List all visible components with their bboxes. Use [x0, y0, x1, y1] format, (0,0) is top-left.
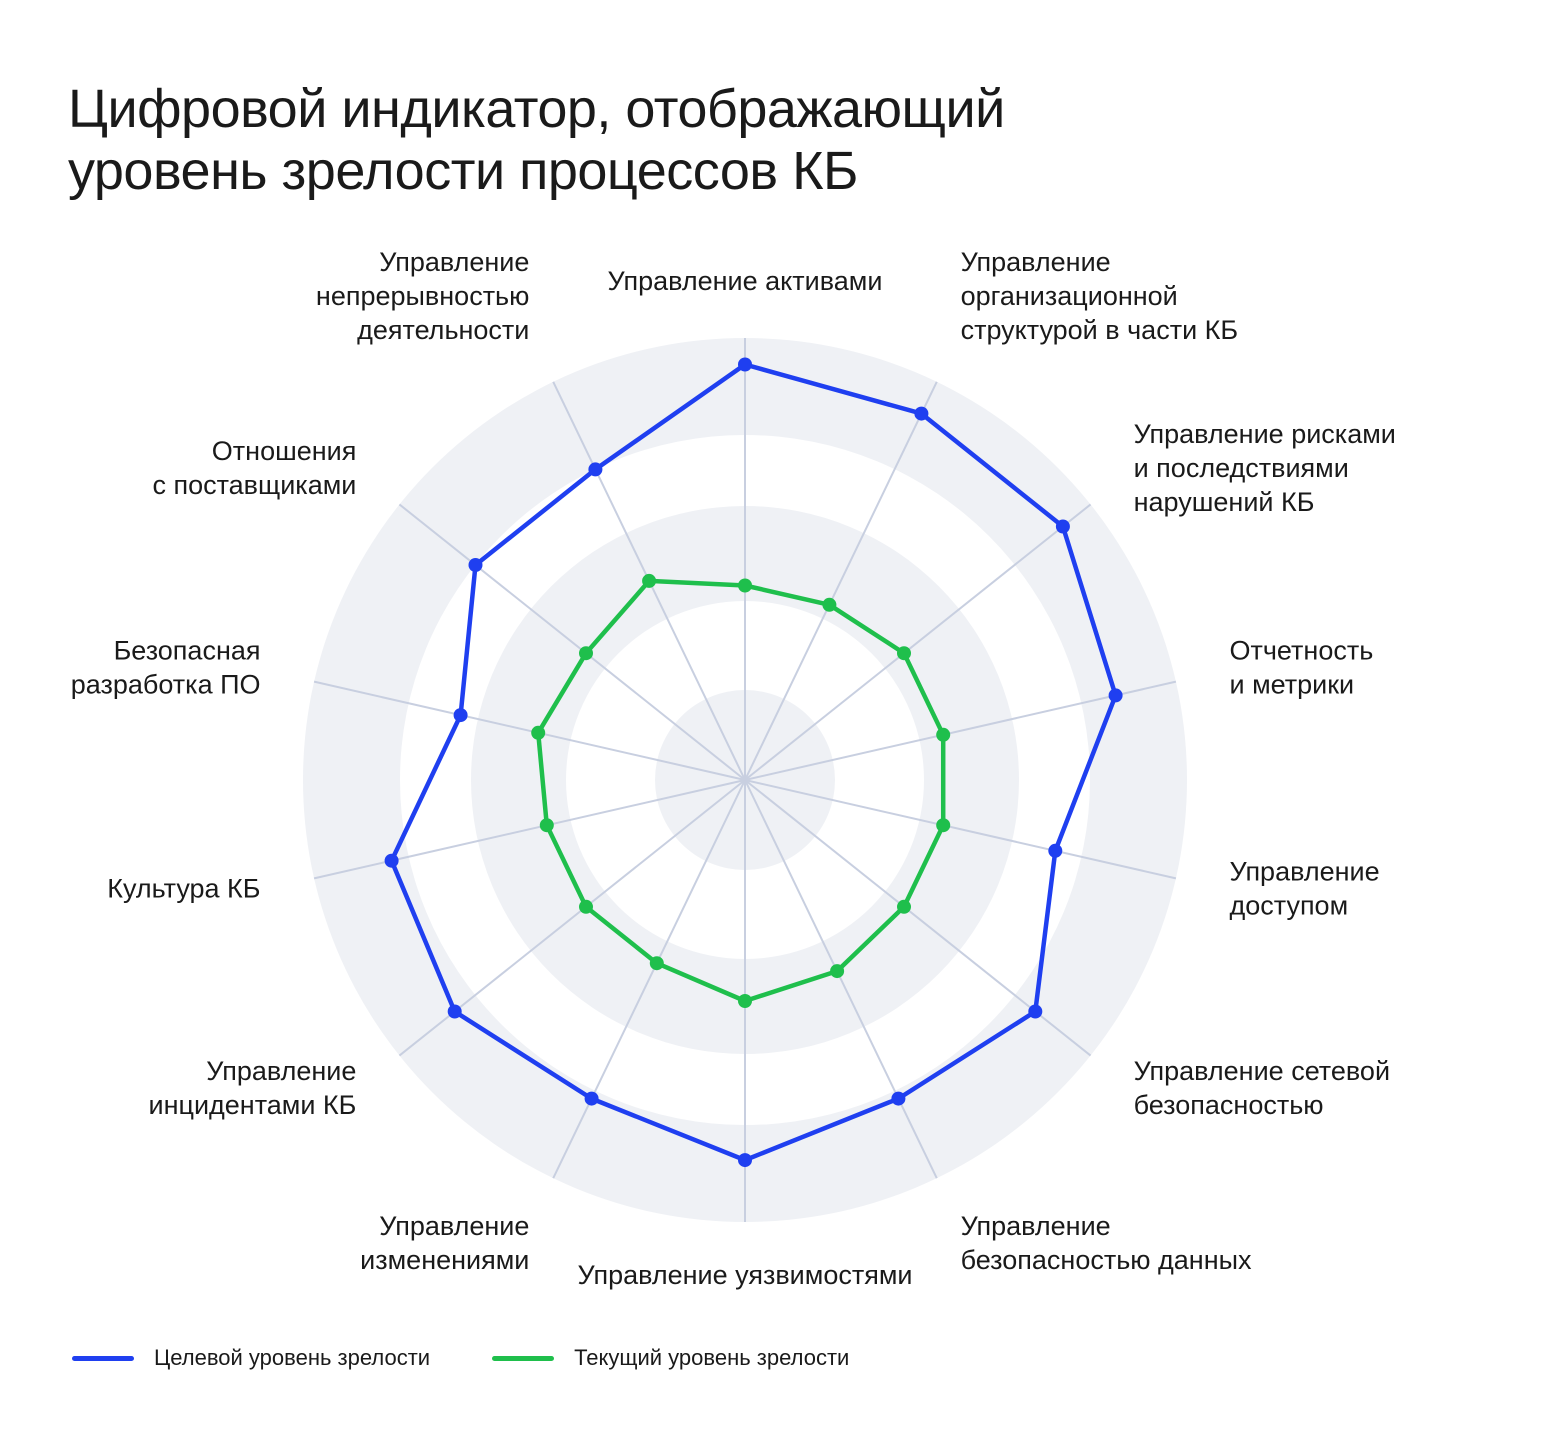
series-1-point-6 [830, 964, 845, 979]
series-1-point-3 [936, 727, 951, 742]
series-1-point-10 [539, 818, 554, 833]
series-1-point-4 [936, 818, 951, 833]
legend-line-target [72, 1355, 134, 1361]
axis-label-10-line-0: Культура КБ [107, 874, 260, 904]
series-0-point-4 [1048, 843, 1063, 858]
axis-label-13-line-1: непрерывностью [316, 281, 529, 311]
radar-spoke-2 [744, 503, 1092, 781]
axis-label-8: Управление изменениями [360, 1211, 529, 1275]
series-1-point-8 [649, 956, 664, 971]
axis-label-11-line-0: Безопасная [114, 636, 261, 666]
series-1-point-2 [897, 646, 911, 661]
axis-label-11: Безопасная разработка ПО [71, 636, 261, 700]
series-1-point-12 [579, 646, 593, 661]
axis-label-13-line-0: Управление [379, 247, 529, 277]
axis-label-0: Управление активами [608, 266, 883, 296]
series-0-point-8 [584, 1091, 599, 1106]
axis-label-1-line-2: структурой в части КБ [961, 315, 1239, 345]
chart-title: Цифровой индикатор, отображающий уровень… [68, 78, 1268, 202]
series-0-point-5 [1028, 1004, 1043, 1019]
axis-label-6-line-0: Управление [961, 1211, 1111, 1241]
series-1-point-11 [531, 725, 546, 740]
series-0-point-1 [914, 406, 929, 421]
series-0-point-7 [738, 1153, 752, 1168]
series-0-point-13 [588, 462, 603, 477]
axis-label-3: Отчетность и метрики [1230, 636, 1374, 700]
legend-label-current: Текущий уровень зрелости [574, 1345, 850, 1370]
chart-title-line-2: уровень зрелости процессов КБ [68, 141, 859, 201]
axis-label-2-line-0: Управление рисками [1134, 419, 1396, 449]
series-0-point-12 [468, 558, 483, 572]
series-0-point-9 [447, 1004, 462, 1019]
axis-label-4-line-1: доступом [1230, 891, 1349, 921]
series-0-point-3 [1108, 688, 1123, 703]
series-0-point-0 [738, 357, 752, 372]
axis-label-5-line-0: Управление сетевой [1134, 1056, 1390, 1086]
radar-spoke-1 [744, 381, 938, 781]
axis-label-11-line-1: разработка ПО [71, 670, 261, 700]
axis-label-4-line-0: Управление [1230, 857, 1380, 887]
legend-line-current [492, 1355, 555, 1361]
axis-label-2-line-2: нарушений КБ [1134, 487, 1315, 517]
radar-spoke-12 [398, 503, 746, 781]
axis-label-9-line-1: инцидентами КБ [148, 1090, 356, 1120]
series-1-point-5 [897, 899, 911, 914]
radar-spoke-3 [744, 680, 1177, 781]
axis-label-1-line-0: Управление [961, 247, 1111, 277]
axis-label-12-line-0: Отношения [212, 436, 357, 466]
axis-label-0-line-0: Управление активами [608, 266, 883, 296]
series-0-point-11 [453, 708, 468, 723]
axis-label-9-line-0: Управление [206, 1056, 356, 1086]
radar-spoke-8 [552, 779, 746, 1179]
series-1-point-13 [642, 573, 657, 588]
legend-label-target: Целевой уровень зрелости [154, 1345, 431, 1370]
axis-label-7: Управление уязвимостями [578, 1260, 913, 1290]
axis-label-9: Управление инцидентами КБ [148, 1056, 356, 1120]
chart-title-line-1: Цифровой индикатор, отображающий [68, 79, 1005, 139]
series-1-point-9 [579, 899, 593, 914]
radar-spoke-11 [313, 680, 746, 781]
axis-label-6-line-1: безопасностью данных [961, 1245, 1252, 1275]
axis-label-3-line-0: Отчетность [1230, 636, 1374, 666]
axis-label-1: Управление организационной структурой в ча… [961, 247, 1239, 345]
axis-label-7-line-0: Управление уязвимостями [578, 1260, 913, 1290]
series-1-point-0 [738, 578, 752, 593]
series-0-point-6 [891, 1091, 906, 1106]
axis-label-2: Управление рисками и последствиями нарушен… [1134, 419, 1396, 517]
radar-spoke-4 [744, 779, 1177, 880]
axis-label-13: Управление непрерывностью деятельности [316, 247, 529, 345]
axis-label-2-line-1: и последствиями [1134, 453, 1349, 483]
axis-label-12-line-1: с поставщиками [152, 470, 356, 500]
axis-label-12: Отношения с поставщиками [152, 436, 356, 500]
series-1-point-7 [738, 994, 752, 1008]
axis-label-6: Управление безопасностью данных [961, 1211, 1252, 1275]
radar-spoke-6 [744, 779, 938, 1179]
axis-label-1-line-1: организационной [961, 281, 1178, 311]
axis-label-5-line-1: безопасностью [1134, 1090, 1324, 1120]
series-0-point-10 [384, 853, 399, 868]
series-0-point-2 [1055, 519, 1070, 534]
legend: Целевой уровень зрелости Текущий уровень… [72, 1345, 911, 1371]
axis-label-3-line-1: и метрики [1230, 670, 1355, 700]
legend-item-target: Целевой уровень зрелости [72, 1345, 430, 1371]
legend-item-current: Текущий уровень зрелости [492, 1345, 849, 1371]
axis-label-8-line-1: изменениями [360, 1245, 529, 1275]
axis-label-10: Культура КБ [107, 874, 260, 904]
series-1-point-1 [822, 597, 837, 612]
axis-label-4: Управление доступом [1230, 857, 1380, 921]
axis-label-8-line-0: Управление [379, 1211, 529, 1241]
axis-label-5: Управление сетевой безопасностью [1134, 1056, 1390, 1120]
axis-label-13-line-2: деятельности [357, 315, 529, 345]
